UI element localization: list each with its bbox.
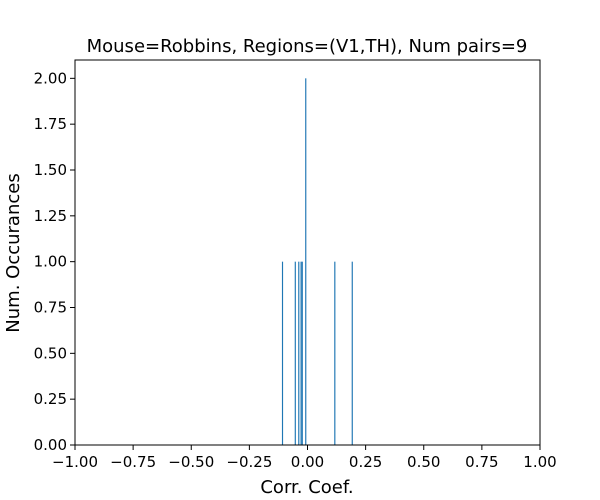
y-tick-label: 1.75 [34,115,67,133]
x-tick-label: −0.25 [226,453,272,471]
histogram-bar-0 [281,261,284,445]
x-tick-label: 0.25 [349,453,382,471]
histogram-bar-3 [300,261,302,445]
x-tick-label: −1.00 [52,453,98,471]
x-tick-label: 0.50 [407,453,440,471]
y-tick-label: 2.00 [34,69,67,87]
x-tick-label: 0.00 [291,453,324,471]
y-tick-label: 0.25 [34,390,67,408]
histogram-bar-6 [334,261,336,445]
x-tick-label: −0.50 [168,453,214,471]
x-tick-label: 1.00 [523,453,556,471]
histogram-bar-7 [351,261,353,445]
y-tick-label: 1.25 [34,207,67,225]
histogram-bar-2 [298,261,300,445]
x-axis-label: Corr. Coef. [260,477,353,498]
histogram-bar-4 [301,261,303,445]
y-tick-label: 0.00 [34,436,67,454]
histogram-bar-5 [305,78,307,445]
y-axis-label: Num. Occurances [3,173,24,332]
y-tick-label: 1.00 [34,253,67,271]
chart-title: Mouse=Robbins, Regions=(V1,TH), Num pair… [87,36,528,57]
histogram-bar-1 [294,261,296,445]
y-tick-label: 1.50 [34,161,67,179]
x-tick-label: 0.75 [465,453,498,471]
x-tick-label: −0.75 [110,453,156,471]
plot-frame [74,59,541,446]
y-tick-label: 0.75 [34,299,67,317]
y-tick-label: 0.50 [34,344,67,362]
